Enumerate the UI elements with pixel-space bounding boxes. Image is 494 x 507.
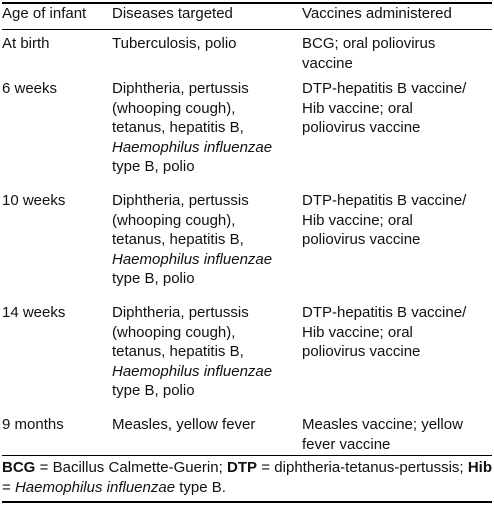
definition: = xyxy=(2,478,15,496)
cell-line: At birth xyxy=(2,35,50,52)
cell-line: DTP-hepatitis B vaccine/ xyxy=(302,80,467,97)
header-cell: Diseases targeted xyxy=(112,3,302,30)
cell-line: (whooping cough), xyxy=(112,323,236,341)
cell-line: Haemophilus influenzae xyxy=(112,138,273,156)
cell-line: Measles, yellow fever xyxy=(112,416,256,433)
cell-line: vaccine xyxy=(302,54,353,72)
footnote: BCG = Bacillus Calmette-Guerin; DTP = di… xyxy=(2,456,492,503)
table-cell: 6 weeks xyxy=(2,75,112,187)
cell-line: type B, polio xyxy=(112,158,195,175)
cell-line: Hib vaccine; oral xyxy=(302,99,413,117)
cell-line: DTP-hepatitis B vaccine/ xyxy=(302,304,467,321)
table-cell: Measles vaccine; yellow fever vaccine xyxy=(302,411,492,456)
table-cell: Diphtheria, pertussis (whooping cough), te… xyxy=(112,75,302,187)
table-cell: 14 weeks xyxy=(2,299,112,411)
table-row: 10 weeks Diphtheria, pertussis (whooping c… xyxy=(2,187,492,299)
table-cell: Diphtheria, pertussis (whooping cough), te… xyxy=(112,299,302,411)
table-cell: At birth xyxy=(2,30,112,76)
table-row: 9 months Measles, yellow fever Measles vac… xyxy=(2,411,492,456)
cell-line: (whooping cough), xyxy=(112,211,236,229)
table-cell: 10 weeks xyxy=(2,187,112,299)
cell-line: tetanus, hepatitis B, xyxy=(112,231,244,248)
cell-line: 14 weeks xyxy=(2,304,66,321)
cell-line: Measles vaccine; yellow xyxy=(302,416,463,433)
table-cell: Diphtheria, pertussis (whooping cough), te… xyxy=(112,187,302,299)
cell-line: tetanus, hepatitis B, xyxy=(112,119,244,136)
cell-line: type B, polio xyxy=(112,382,195,399)
cell-line: BCG; oral poliovirus xyxy=(302,35,436,52)
cell-line: poliovirus vaccine xyxy=(302,119,421,136)
cell-line: tetanus, hepatitis B, xyxy=(112,343,244,360)
cell-line: 6 weeks xyxy=(2,80,58,97)
definition: = diphtheria-tetanus-pertussis; xyxy=(257,459,468,476)
cell-line: 9 months xyxy=(2,416,64,433)
cell-line: Diphtheria, pertussis xyxy=(112,304,249,321)
header-cell: Age of infant xyxy=(2,3,112,30)
table-row: 14 weeks Diphtheria, pertussis (whooping c… xyxy=(2,299,492,411)
table-cell: DTP-hepatitis B vaccine/Hib vaccine; ora… xyxy=(302,75,492,187)
abbr: DTP xyxy=(227,459,258,476)
table-row: 6 weeks Diphtheria, pertussis (whooping co… xyxy=(2,75,492,187)
cell-line: Haemophilus influenzae xyxy=(112,362,273,380)
header-cell: Vaccines administered xyxy=(302,3,492,30)
cell-line: fever vaccine xyxy=(302,435,391,453)
cell-line: Diphtheria, pertussis xyxy=(112,192,249,209)
table-cell: BCG; oral poliovirus vaccine xyxy=(302,30,492,76)
cell-line: 10 weeks xyxy=(2,192,66,209)
cell-line: Hib vaccine; oral xyxy=(302,211,413,229)
cell-line: (whooping cough), xyxy=(112,99,236,117)
header-row: Age of infant Diseases targeted Vaccines… xyxy=(2,3,492,30)
table-cell: 9 months xyxy=(2,411,112,456)
table-row: At birth Tuberculosis, polio BCG; oral pol… xyxy=(2,30,492,76)
cell-line: Hib vaccine; oral xyxy=(302,323,413,341)
cell-line: DTP-hepatitis B vaccine/ xyxy=(302,192,467,209)
cell-line: poliovirus vaccine xyxy=(302,343,421,360)
definition: = Bacillus Calmette-Guerin; xyxy=(35,459,228,476)
abbr: Hib xyxy=(467,459,492,476)
cell-line: poliovirus vaccine xyxy=(302,231,421,248)
vaccine-table: Age of infant Diseases targeted Vaccines… xyxy=(2,2,492,456)
abbr: BCG xyxy=(2,459,36,476)
table-cell: Tuberculosis, polio xyxy=(112,30,302,76)
cell-line: Tuberculosis, polio xyxy=(112,35,237,52)
cell-line: Diphtheria, pertussis xyxy=(112,80,249,97)
table-cell: Measles, yellow fever xyxy=(112,411,302,456)
definition: Haemophilus influenzae xyxy=(14,478,176,496)
table-cell: DTP-hepatitis B vaccine/Hib vaccine; ora… xyxy=(302,187,492,299)
definition: type B. xyxy=(175,478,226,496)
cell-line: Haemophilus influenzae xyxy=(112,250,273,268)
table-cell: DTP-hepatitis B vaccine/Hib vaccine; ora… xyxy=(302,299,492,411)
cell-line: type B, polio xyxy=(112,270,195,287)
